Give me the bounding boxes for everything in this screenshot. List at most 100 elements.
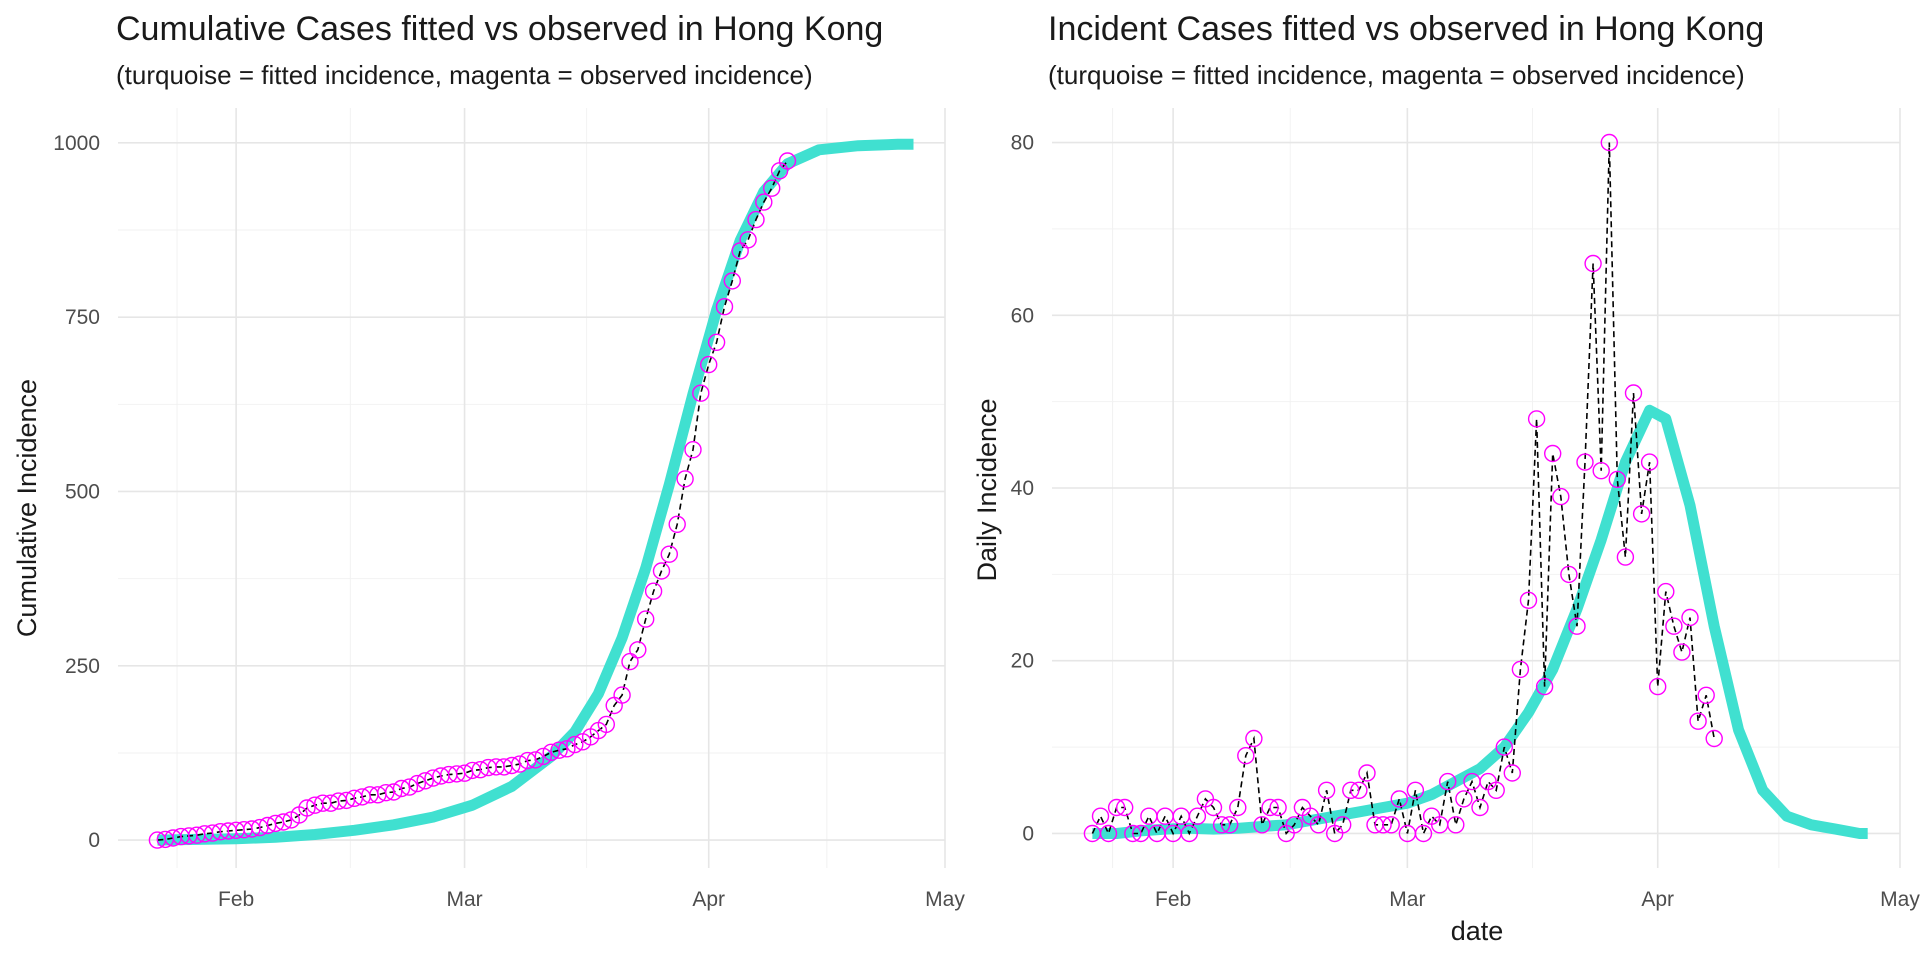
observed-point — [1568, 617, 1586, 635]
x-tick-label: Apr — [692, 888, 725, 911]
y-tick-label: 20 — [1011, 650, 1034, 673]
observed-point — [1495, 738, 1514, 756]
observed-connector-line — [1091, 142, 1715, 837]
observed-point — [1333, 816, 1352, 834]
observed-point — [715, 298, 734, 316]
observed-point — [1543, 444, 1562, 463]
observed-point — [692, 384, 710, 402]
fitted-line — [1092, 404, 1868, 839]
observed-point — [1447, 816, 1465, 834]
observed-point — [1382, 816, 1400, 834]
y-tick-label: 500 — [65, 480, 100, 503]
observed-point — [1455, 790, 1473, 808]
observed-point — [652, 562, 671, 580]
observed-point — [1576, 453, 1594, 471]
x-tick-label: May — [925, 888, 965, 911]
grid — [1052, 108, 1901, 868]
observed-point — [251, 818, 269, 837]
observed-point — [1156, 807, 1174, 825]
observed-point — [778, 152, 797, 170]
observed-point — [1471, 798, 1489, 817]
observed-point — [1632, 505, 1651, 523]
y-axis-title: Cumulative Incidence — [12, 379, 42, 637]
observed-point — [1608, 470, 1627, 489]
observed-point — [385, 783, 403, 801]
observed-point — [1180, 824, 1199, 843]
observed-point — [1099, 824, 1118, 843]
observed-point — [629, 641, 647, 659]
observed-point — [1212, 816, 1231, 834]
chart-subtitle: (turquoise = fitted incidence, magenta =… — [116, 60, 813, 90]
observed-point — [707, 333, 726, 351]
observed-point — [1681, 608, 1699, 627]
observed-point — [747, 210, 765, 229]
observed-point — [1309, 816, 1328, 834]
observed-point — [637, 610, 655, 628]
chart-title: Cumulative Cases fitted vs observed in H… — [116, 10, 883, 48]
observed-point — [644, 582, 663, 600]
observed-point — [1350, 781, 1368, 799]
observed-point — [1107, 798, 1126, 817]
observed-point — [566, 735, 584, 754]
observed-point — [1245, 729, 1263, 748]
x-tick-label: Mar — [1389, 888, 1425, 911]
observed-point — [1342, 781, 1360, 799]
chart-title: Incident Cases fitted vs observed in Hon… — [1048, 10, 1764, 48]
observed-point — [298, 799, 316, 817]
y-tick-label: 1000 — [53, 132, 100, 155]
observed-point — [763, 179, 781, 197]
observed-point — [550, 741, 568, 759]
y-tick-label: 250 — [65, 655, 100, 678]
observed-point — [1414, 824, 1433, 843]
observed-point — [723, 272, 741, 290]
cumulative-chart: Cumulative Cases fitted vs observed in H… — [12, 10, 965, 911]
y-tick-label: 80 — [1011, 132, 1034, 155]
observed-point — [1374, 816, 1392, 834]
observed-point — [1552, 487, 1570, 506]
observed-point — [1519, 591, 1538, 609]
observed-point — [274, 813, 293, 831]
observed-point — [1592, 462, 1610, 480]
observed-point — [1535, 677, 1554, 696]
observed-point — [1124, 824, 1142, 843]
observed-point — [1640, 453, 1659, 471]
x-tick-label: Feb — [1155, 888, 1191, 911]
observed-point — [597, 715, 615, 734]
y-axis-title: Daily Incidence — [972, 398, 1002, 581]
y-tick-label: 0 — [88, 829, 100, 852]
observed-point — [1616, 548, 1635, 566]
observed-point — [676, 470, 694, 488]
observed-point — [1229, 798, 1247, 817]
observed-point — [503, 756, 521, 775]
fitted-line — [157, 138, 914, 846]
observed-point — [511, 755, 529, 773]
observed-point — [1527, 410, 1546, 428]
observed-point — [1503, 764, 1522, 782]
observed-point — [739, 231, 757, 249]
observed-connector-line — [157, 160, 789, 841]
observed-point — [392, 779, 411, 798]
observed-point — [1657, 582, 1675, 601]
x-tick-label: May — [1880, 888, 1920, 911]
observed-point — [1487, 781, 1505, 799]
x-tick-label: Mar — [446, 888, 482, 911]
observed-point — [1204, 798, 1223, 817]
observed-point — [1285, 816, 1304, 834]
observed-point — [613, 686, 631, 704]
x-tick-label: Feb — [218, 888, 254, 911]
observed-point — [1697, 686, 1715, 704]
observed-point — [1705, 729, 1723, 748]
observed-point — [377, 784, 395, 802]
marks — [1083, 133, 1868, 843]
observed-point — [1358, 764, 1376, 782]
observed-point — [660, 545, 678, 563]
observed-point — [1673, 643, 1691, 661]
y-tick-label: 40 — [1011, 477, 1034, 500]
marks — [148, 138, 914, 849]
observed-point — [1140, 807, 1158, 825]
observed-point — [1390, 790, 1409, 808]
observed-point — [1406, 781, 1425, 799]
observed-point — [1317, 781, 1336, 799]
observed-point — [408, 774, 426, 793]
observed-point — [700, 355, 718, 374]
